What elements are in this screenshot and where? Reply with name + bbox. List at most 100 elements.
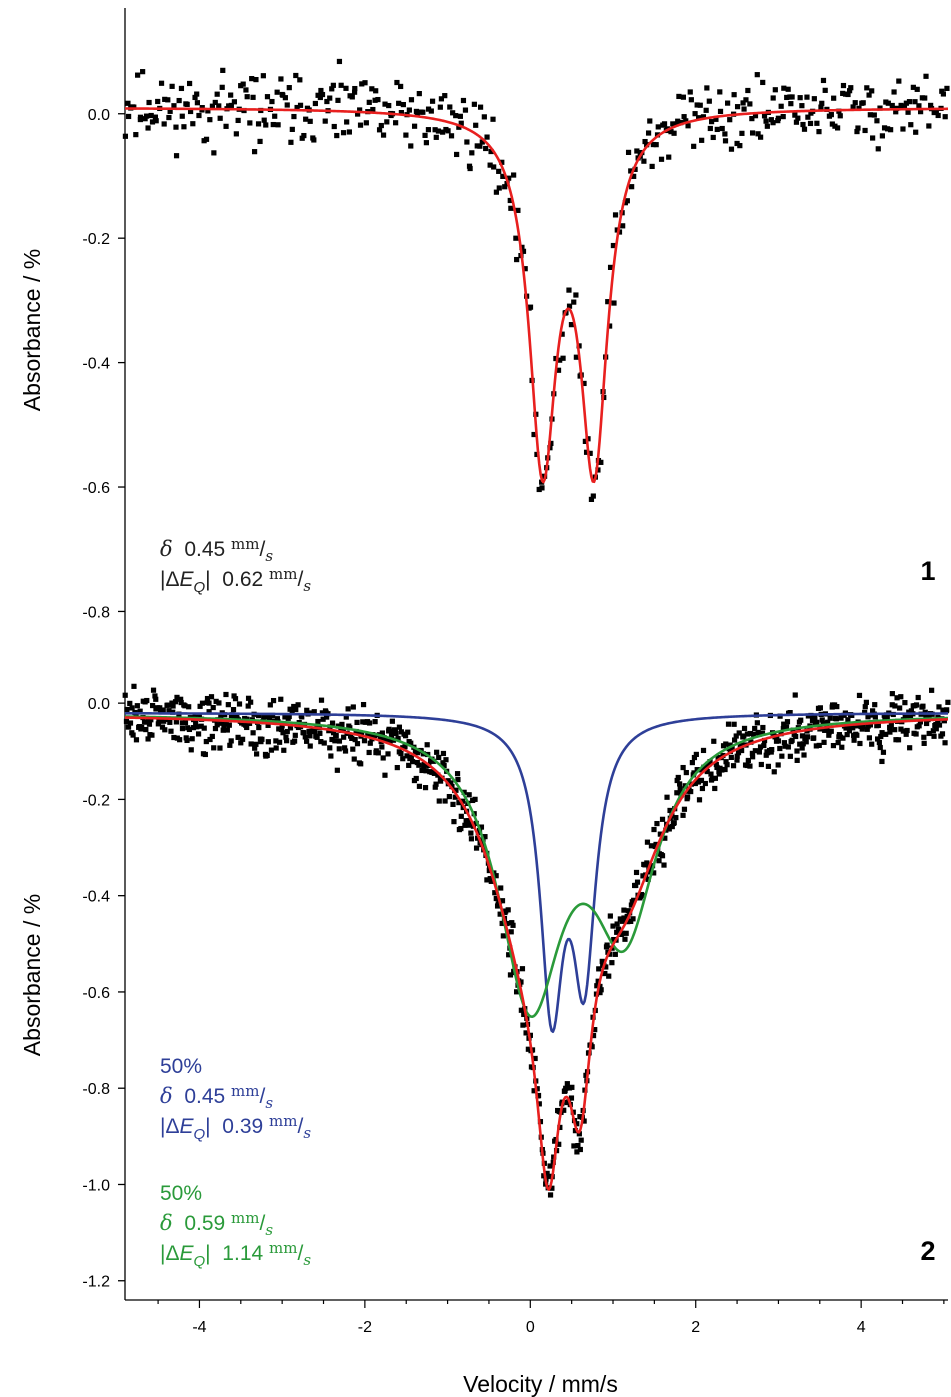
data-point bbox=[352, 85, 358, 92]
data-point bbox=[450, 801, 456, 807]
data-point bbox=[240, 736, 246, 742]
data-point bbox=[711, 738, 717, 744]
data-point bbox=[500, 173, 506, 179]
data-point bbox=[523, 1030, 529, 1036]
data-point bbox=[787, 753, 793, 759]
data-point bbox=[328, 753, 334, 759]
data-point bbox=[834, 703, 840, 710]
data-point bbox=[432, 784, 438, 790]
data-point bbox=[732, 737, 738, 743]
data-point bbox=[408, 740, 414, 746]
data-point bbox=[493, 189, 500, 195]
data-point bbox=[386, 726, 392, 732]
data-point bbox=[855, 722, 861, 729]
data-point bbox=[930, 728, 936, 734]
data-point bbox=[502, 184, 508, 190]
data-point bbox=[458, 120, 464, 126]
data-point bbox=[515, 207, 521, 213]
data-point bbox=[683, 769, 689, 776]
data-point bbox=[817, 705, 823, 711]
data-point bbox=[667, 807, 673, 814]
data-point bbox=[278, 76, 284, 82]
data-point bbox=[715, 755, 721, 761]
data-point bbox=[747, 101, 753, 107]
data-point bbox=[385, 751, 391, 757]
data-point bbox=[482, 834, 488, 840]
data-point bbox=[456, 124, 462, 130]
data-point bbox=[259, 736, 265, 742]
y-tick-label: -0.8 bbox=[82, 604, 110, 621]
data-point bbox=[382, 101, 388, 107]
data-point bbox=[440, 750, 447, 757]
data-point bbox=[940, 707, 946, 713]
data-point bbox=[722, 766, 728, 773]
data-point bbox=[137, 708, 143, 714]
data-point bbox=[582, 438, 588, 444]
data-point bbox=[872, 714, 878, 720]
data-point bbox=[198, 723, 204, 729]
data-point bbox=[122, 692, 128, 698]
data-point bbox=[547, 1192, 554, 1198]
data-point bbox=[212, 725, 219, 732]
data-point bbox=[338, 82, 344, 88]
data-point bbox=[777, 745, 783, 752]
data-point bbox=[897, 705, 903, 711]
data-point bbox=[431, 770, 437, 776]
data-point bbox=[419, 767, 425, 774]
data-point bbox=[913, 702, 920, 708]
data-point bbox=[848, 85, 854, 91]
data-point bbox=[877, 105, 883, 111]
data-point bbox=[294, 104, 300, 111]
data-point bbox=[438, 96, 445, 102]
data-point bbox=[461, 789, 467, 795]
data-point bbox=[453, 113, 459, 119]
data-point bbox=[845, 717, 851, 723]
data-point bbox=[619, 918, 625, 924]
data-point bbox=[856, 692, 863, 699]
data-point bbox=[324, 98, 330, 105]
data-point bbox=[205, 108, 211, 114]
data-point bbox=[851, 737, 857, 743]
data-point bbox=[277, 739, 283, 745]
data-point bbox=[656, 858, 662, 864]
data-point bbox=[818, 104, 824, 110]
data-point bbox=[293, 72, 299, 79]
data-point bbox=[864, 85, 870, 91]
data-point bbox=[149, 119, 156, 125]
data-point bbox=[493, 873, 499, 879]
data-point bbox=[327, 95, 333, 101]
data-point bbox=[276, 726, 282, 732]
data-point bbox=[450, 110, 456, 116]
data-point bbox=[209, 103, 216, 109]
data-point bbox=[372, 719, 378, 725]
data-point bbox=[278, 726, 285, 733]
data-point bbox=[416, 762, 422, 768]
data-point bbox=[416, 90, 422, 97]
data-point bbox=[243, 87, 249, 93]
data-point bbox=[203, 738, 209, 745]
data-point bbox=[416, 783, 423, 789]
data-point bbox=[875, 722, 881, 728]
data-point bbox=[403, 132, 409, 138]
data-point bbox=[396, 724, 403, 730]
data-point bbox=[670, 121, 676, 127]
data-point bbox=[477, 143, 483, 149]
data-point bbox=[202, 751, 208, 758]
data-point bbox=[369, 86, 375, 92]
data-point bbox=[685, 123, 691, 129]
data-point bbox=[675, 774, 681, 781]
data-point bbox=[738, 742, 744, 748]
data-point bbox=[340, 727, 346, 733]
data-point bbox=[907, 714, 914, 720]
data-point bbox=[602, 970, 608, 977]
data-point bbox=[800, 741, 806, 747]
data-point bbox=[740, 100, 746, 106]
data-point bbox=[653, 841, 659, 848]
data-point bbox=[809, 717, 816, 723]
data-point bbox=[420, 109, 426, 115]
data-point bbox=[788, 101, 794, 107]
data-point bbox=[499, 898, 506, 904]
parameter-annotation: |ΔEQ| 1.14 mm/s bbox=[160, 1239, 311, 1270]
data-point bbox=[506, 175, 512, 181]
data-point bbox=[380, 132, 387, 138]
